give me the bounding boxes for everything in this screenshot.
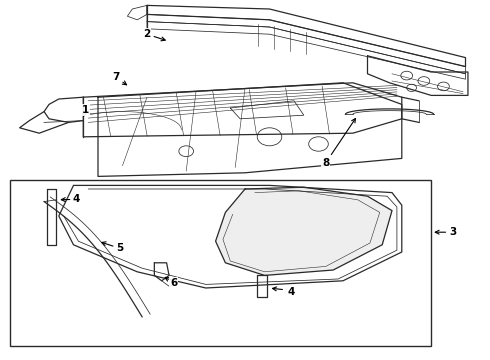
Text: 4: 4 [288,287,295,297]
Text: 3: 3 [450,227,457,237]
Bar [10,180,431,346]
Text: 6: 6 [165,278,177,288]
Text: 4: 4 [72,194,80,204]
Text: 8: 8 [322,118,355,168]
Text: 1: 1 [82,105,89,116]
Text: 2: 2 [144,29,165,41]
Text: 7: 7 [112,72,126,85]
Polygon shape [216,187,392,275]
Text: 5: 5 [102,242,123,253]
